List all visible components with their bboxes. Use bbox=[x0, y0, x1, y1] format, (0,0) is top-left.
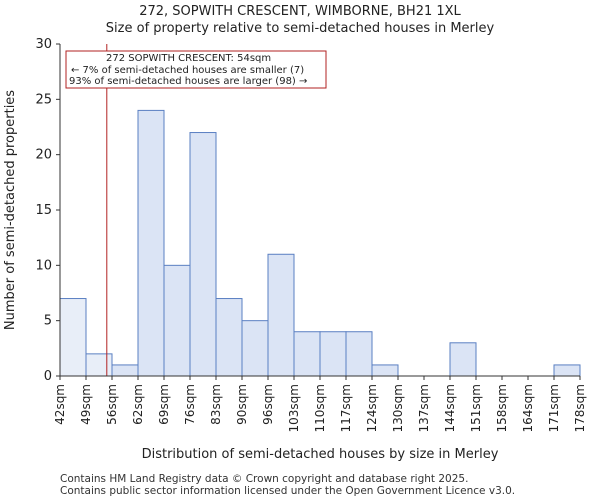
x-axis: 42sqm 49sqm 56sqm 62sqm 69sqm 76sqm 83sqm 90sqm… bbox=[53, 375, 587, 432]
annotation-line-2: ← 7% of semi-detached houses are smaller… bbox=[71, 65, 304, 76]
x-tick-label: 137sqm bbox=[417, 384, 431, 432]
x-tick-label: 76sqm bbox=[183, 384, 197, 425]
bar-144sqm bbox=[449, 342, 477, 377]
bar-69sqm bbox=[163, 264, 191, 377]
y-tick-label: 10 bbox=[35, 258, 52, 273]
y-axis: 0 5 10 15 20 25 30 bbox=[35, 37, 61, 384]
bar-117sqm bbox=[345, 331, 373, 377]
x-tick-label: 42sqm bbox=[53, 384, 67, 425]
y-tick-label: 30 bbox=[35, 37, 52, 52]
bar-42sqm bbox=[59, 298, 87, 377]
x-tick-label: 144sqm bbox=[443, 384, 457, 432]
annotation-line-1: 272 SOPWITH CRESCENT: 54sqm bbox=[106, 53, 271, 64]
chart-subtitle: Size of property relative to semi-detach… bbox=[105, 21, 495, 36]
y-tick-label: 25 bbox=[35, 92, 52, 107]
x-tick-label: 178sqm bbox=[573, 384, 587, 432]
x-tick-label: 130sqm bbox=[391, 384, 405, 432]
footer-line-2: Contains public sector information licen… bbox=[60, 485, 516, 497]
x-tick-label: 117sqm bbox=[339, 384, 353, 432]
x-tick-label: 151sqm bbox=[469, 384, 483, 432]
bar-110sqm bbox=[319, 331, 347, 377]
bar-171sqm bbox=[553, 364, 581, 377]
x-tick-label: 103sqm bbox=[287, 384, 301, 432]
x-tick-label: 69sqm bbox=[157, 384, 171, 425]
footer-line-1: Contains HM Land Registry data © Crown c… bbox=[60, 473, 469, 485]
y-tick-label: 20 bbox=[35, 148, 52, 163]
bar-56sqm bbox=[111, 364, 139, 377]
bar-103sqm bbox=[293, 331, 321, 377]
x-tick-label: 164sqm bbox=[521, 384, 535, 432]
x-tick-label: 171sqm bbox=[547, 384, 561, 432]
x-tick-label: 158sqm bbox=[495, 384, 509, 432]
bar-124sqm bbox=[371, 364, 399, 377]
y-tick-label: 5 bbox=[44, 314, 52, 329]
x-axis-label: Distribution of semi-detached houses by … bbox=[142, 447, 499, 462]
annotation-line-3: 93% of semi-detached houses are larger (… bbox=[69, 76, 307, 87]
chart-title: 272, SOPWITH CRESCENT, WIMBORNE, BH21 1X… bbox=[139, 4, 461, 19]
y-tick-label: 15 bbox=[35, 203, 52, 218]
bar-49sqm bbox=[85, 353, 113, 377]
bar-83sqm bbox=[215, 298, 243, 377]
bar-96sqm bbox=[267, 253, 295, 377]
x-tick-label: 96sqm bbox=[261, 384, 275, 425]
bar-90sqm bbox=[241, 320, 269, 377]
bars-group bbox=[59, 109, 581, 377]
x-tick-label: 56sqm bbox=[105, 384, 119, 425]
x-tick-label: 110sqm bbox=[313, 384, 327, 432]
y-axis-label: Number of semi-detached properties bbox=[3, 90, 18, 330]
x-tick-label: 124sqm bbox=[365, 384, 379, 432]
y-tick-label: 0 bbox=[44, 369, 52, 384]
bar-76sqm bbox=[189, 132, 217, 377]
bar-62sqm bbox=[137, 109, 165, 377]
annotation-box bbox=[65, 50, 327, 89]
x-tick-label: 62sqm bbox=[131, 384, 145, 425]
x-tick-label: 90sqm bbox=[235, 384, 249, 425]
x-tick-label: 83sqm bbox=[209, 384, 223, 425]
x-tick-label: 49sqm bbox=[79, 384, 93, 425]
